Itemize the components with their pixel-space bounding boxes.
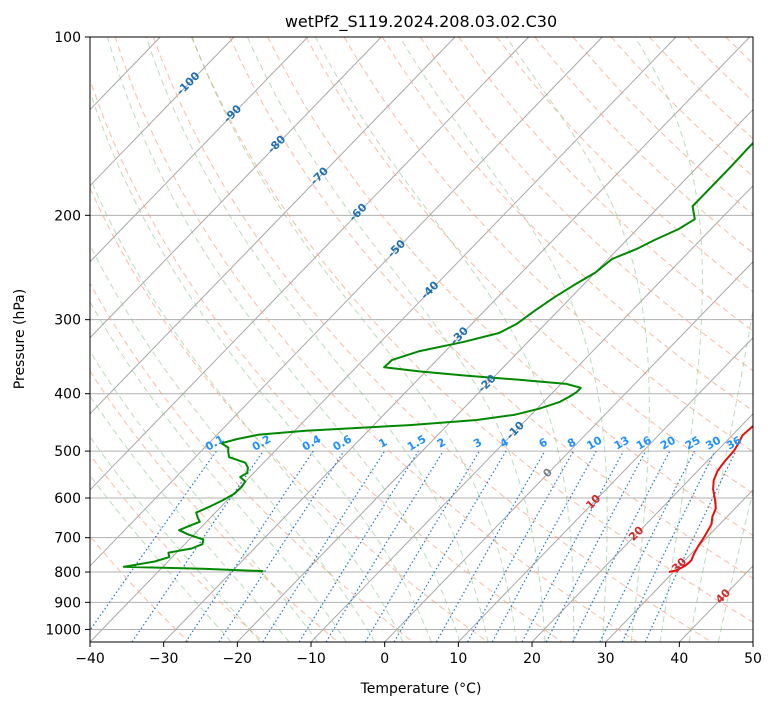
y-tick-label: 400 xyxy=(54,387,81,403)
isotherm-line xyxy=(236,108,753,642)
isotherm-line xyxy=(90,37,677,642)
background-lines xyxy=(90,37,753,642)
moist-adiabat-line xyxy=(90,395,290,642)
isotherm-line xyxy=(457,337,753,642)
y-tick-label: 500 xyxy=(54,444,81,460)
mixing-ratio-line xyxy=(466,450,574,642)
dry-adiabat-line xyxy=(496,37,753,293)
dry-adiabat-line xyxy=(90,282,414,642)
dry-adiabat-line xyxy=(152,37,712,642)
dry-adiabat-line xyxy=(305,37,753,494)
mixing-ratio-line xyxy=(491,450,597,642)
y-tick-label: 1000 xyxy=(45,622,81,638)
dry-adiabat-line xyxy=(229,37,753,579)
x-tick-label: 20 xyxy=(523,651,541,667)
moist-adiabat-line xyxy=(505,37,650,642)
dry-adiabat-line xyxy=(90,454,264,642)
mixing-ratio-line xyxy=(131,450,264,642)
temperature-trace xyxy=(668,425,753,573)
x-tick-label: 10 xyxy=(449,651,467,667)
dry-adiabat-line xyxy=(343,37,753,453)
x-tick-label: −40 xyxy=(75,651,105,667)
y-tick-label: 600 xyxy=(54,491,81,507)
mixing-ratio-line xyxy=(435,450,546,642)
moist-adiabat-line xyxy=(717,489,753,642)
mixing-ratio-line xyxy=(185,450,314,642)
dry-adiabat-line xyxy=(114,37,638,642)
isotherm-line xyxy=(384,261,753,642)
isotherm-line xyxy=(90,37,530,491)
isotherm-line xyxy=(90,37,603,567)
y-tick-label: 200 xyxy=(54,208,81,224)
dry-adiabat-line xyxy=(90,187,488,642)
moist-adiabat-line xyxy=(90,436,261,642)
isotherm-line xyxy=(605,489,753,642)
mixing-ratio-line xyxy=(218,450,345,642)
moist-adiabat-line xyxy=(90,244,376,642)
mixing-ratio-line xyxy=(572,450,671,642)
y-tick-label: 800 xyxy=(54,565,81,581)
dry-adiabat-line xyxy=(191,37,753,623)
x-tick-label: 30 xyxy=(597,651,615,667)
mixing-ratio-line xyxy=(599,450,696,642)
dry-adiabat-line xyxy=(90,77,563,642)
x-tick-label: 50 xyxy=(744,651,762,667)
moist-adiabat-line xyxy=(145,37,489,642)
isotherm-line xyxy=(90,37,382,339)
x-axis-label: Temperature (°C) xyxy=(360,681,482,697)
moist-adiabat-line xyxy=(399,37,608,642)
isotherm-line xyxy=(531,413,753,642)
axes: −40 −30 −20 −10 0 10 20 30 40 50 100 200 300 400 500 60… xyxy=(45,30,762,667)
dewpoint-trace xyxy=(122,141,753,573)
dry-adiabat-line xyxy=(90,535,190,642)
moist-adiabat-line xyxy=(90,89,432,642)
mixing-ratio-line xyxy=(90,450,217,632)
x-tick-label: −10 xyxy=(296,651,326,667)
isotherm-line xyxy=(163,37,751,642)
chart-title: wetPf2_S119.2024.208.03.02.C30 xyxy=(285,12,557,32)
dry-adiabat-line xyxy=(381,37,753,412)
moist-adiabat-line xyxy=(107,37,461,642)
isotherm-line xyxy=(90,37,309,263)
x-tick-label: 0 xyxy=(380,651,389,667)
moist-adiabat-line xyxy=(247,37,546,642)
mixing-ratio-line xyxy=(325,450,444,642)
y-tick-label: 700 xyxy=(54,531,81,547)
y-tick-label: 300 xyxy=(54,313,81,329)
dry-adiabat-line xyxy=(90,370,339,642)
moist-adiabat-line xyxy=(90,300,347,642)
mixing-ratio-line xyxy=(262,450,386,642)
x-tick-label: −30 xyxy=(149,651,179,667)
isotherm-line xyxy=(90,37,456,415)
y-axis-label: Pressure (hPa) xyxy=(12,289,28,389)
moist-adiabat-line xyxy=(191,37,517,642)
mixing-ratio-line xyxy=(521,450,625,642)
moist-adiabat-line xyxy=(314,37,575,642)
plot-frame xyxy=(89,36,754,643)
y-tick-label: 900 xyxy=(54,595,81,611)
x-tick-label: 40 xyxy=(670,651,688,667)
moist-adiabat-line xyxy=(688,306,753,642)
moist-adiabat-line xyxy=(634,37,703,642)
y-tick-label: 100 xyxy=(54,30,81,46)
sounding-traces xyxy=(122,141,753,573)
moist-adiabat-line xyxy=(90,474,232,642)
isotherm-line xyxy=(90,37,235,187)
moist-adiabat-line xyxy=(90,350,319,642)
x-tick-label: −20 xyxy=(223,651,253,667)
